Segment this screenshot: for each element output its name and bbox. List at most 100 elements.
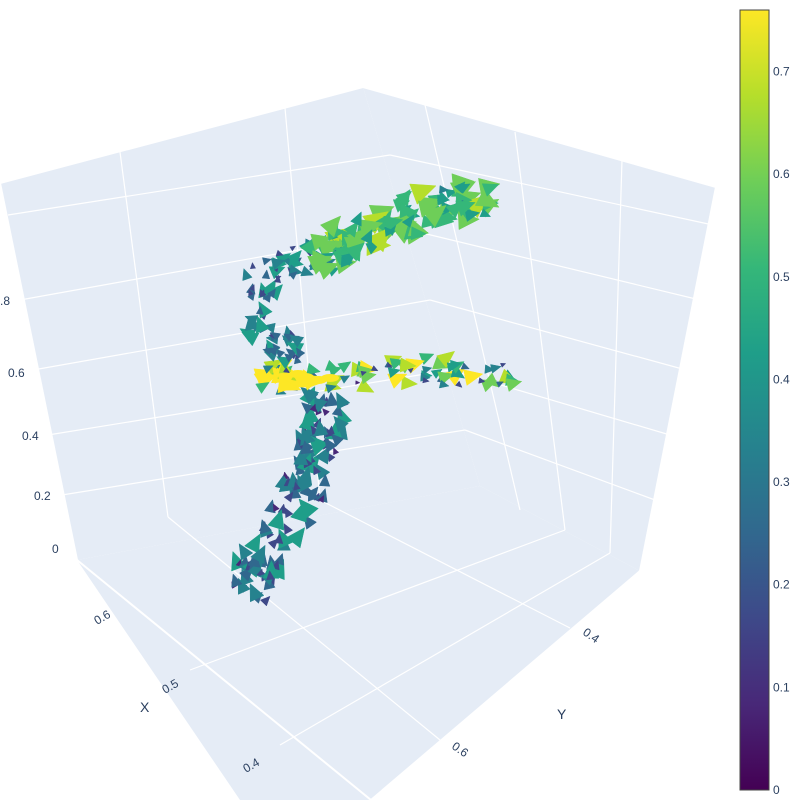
cone-trunk-54 [238,577,251,595]
colorbar-tick-2: 0.2 [773,578,790,592]
cone-top-arm-348 [445,188,458,199]
colorbar-tick-6: 0.6 [773,167,790,181]
grid-lines [7,104,714,746]
cone-upper-curve-246 [262,292,272,303]
cone-upper-curve-281 [258,289,265,297]
cone-upper-curve-299 [289,245,297,252]
cone-top-arm-403 [319,215,342,238]
cone-top-arm-395 [481,183,500,197]
cone-middle-arm-207 [455,380,463,388]
cone-middle-arm-158 [484,364,496,374]
cone-upper-curve-264 [249,261,257,269]
cone-middle-arm-185 [262,365,274,374]
cone-top-arm-407 [464,208,481,222]
cones-layer[interactable] [231,173,523,607]
cone-top-arm-374 [479,208,492,217]
y-tick-0: 0.4 [580,625,602,646]
cone-trunk-128 [318,473,331,487]
cone-trunk-124 [305,486,319,501]
cone-middle-arm-204 [339,375,351,384]
cone-upper-curve-284 [275,249,284,257]
cone-top-arm-412 [410,226,427,241]
cone-trunk-125 [309,403,317,412]
y-tick-1: 0.6 [449,739,471,760]
cone-top-arm-375 [383,215,404,232]
cone-upper-curve-293 [289,334,305,348]
cone-trunk-78 [273,532,284,544]
cone-trunk-99 [298,411,315,432]
cone-top-arm-393 [317,239,342,258]
cone-upper-curve-292 [270,332,282,342]
cone-middle-arm-211 [446,362,460,373]
cone-top-arm-327 [409,183,437,205]
cone-middle-arm-144 [460,362,470,370]
cone-trunk-117 [317,494,324,504]
colorbar-tick-3: 0.3 [773,475,790,489]
z-tick-2: 0.4 [22,429,39,443]
z-tick-1: 0.2 [34,489,51,503]
cone-trunk-116 [300,439,313,455]
cone-trunk-49 [330,433,345,447]
cone-trunk-129 [259,518,273,535]
cone-upper-curve-273 [261,269,271,280]
cone-top-arm-383 [437,191,450,202]
cone-trunk-126 [324,437,338,453]
scene-panes [0,87,716,800]
cone-top-arm-368 [366,226,392,253]
cone-upper-curve-301 [288,271,298,280]
cone-trunk-12 [285,527,306,549]
colorbar-ticks: 0 0.1 0.2 0.3 0.4 0.5 0.6 0.7 [773,65,790,797]
z-tick-0: 0 [52,542,59,556]
cone-top-arm-387 [395,190,412,206]
cone-middle-arm-198 [325,384,338,394]
pane-floor [77,486,640,800]
cone-upper-curve-269 [273,274,282,284]
cone-middle-arm-201 [490,364,502,374]
cone-middle-arm-175 [438,379,450,389]
z-tick-3: 0.6 [8,366,25,380]
cone-trunk-114 [293,448,309,466]
x-tick-0: 0.6 [92,607,114,628]
cone-middle-arm-179 [483,372,500,388]
cone-upper-curve-303 [270,258,286,270]
cone-middle-arm-213 [328,365,343,377]
cone-trunk-46 [325,391,339,407]
cone-trunk-76 [238,543,254,561]
cone-top-arm-396 [343,221,359,238]
cone-trunk-39 [301,402,314,415]
cone-trunk-56 [244,533,261,554]
cone-trunk-113 [300,426,316,447]
cone-middle-arm-220 [283,367,291,374]
cone-middle-arm-216 [370,365,379,372]
cone-trunk-112 [250,544,266,565]
cone-upper-curve-280 [267,288,276,299]
cone-top-arm-414 [384,227,397,237]
cone-trunk-94 [314,446,330,465]
cone-top-arm-408 [307,255,333,275]
cone-middle-arm-192 [496,381,505,388]
cone-middle-arm-193 [436,350,456,369]
cone-top-arm-389 [400,203,417,219]
cone-upper-curve-294 [255,315,270,334]
cone-middle-arm-138 [355,380,361,385]
cone-trunk-107 [313,465,322,476]
z-tick-4: .8 [0,294,10,308]
cone-top-arm-366 [474,187,500,208]
cone-middle-arm-223 [277,376,298,394]
cone-upper-curve-282 [288,255,305,269]
x-axis-title: X [140,699,150,715]
cone-upper-curve-267 [255,305,264,315]
cone-middle-arm-214 [505,378,523,392]
colorbar-tick-5: 0.5 [773,270,790,284]
cone-middle-arm-208 [360,370,368,377]
cone-middle-arm-224 [399,357,417,373]
cone-trunk-82 [336,391,351,410]
cone-middle-arm-221 [422,377,430,384]
cone-trunk-127 [266,570,275,581]
y-axis-title: Y [557,706,567,722]
cone-upper-curve-298 [295,347,306,359]
cone-middle-arm-165 [387,373,408,389]
cone-core-2 [321,374,339,382]
cone-middle-arm-222 [386,362,393,368]
